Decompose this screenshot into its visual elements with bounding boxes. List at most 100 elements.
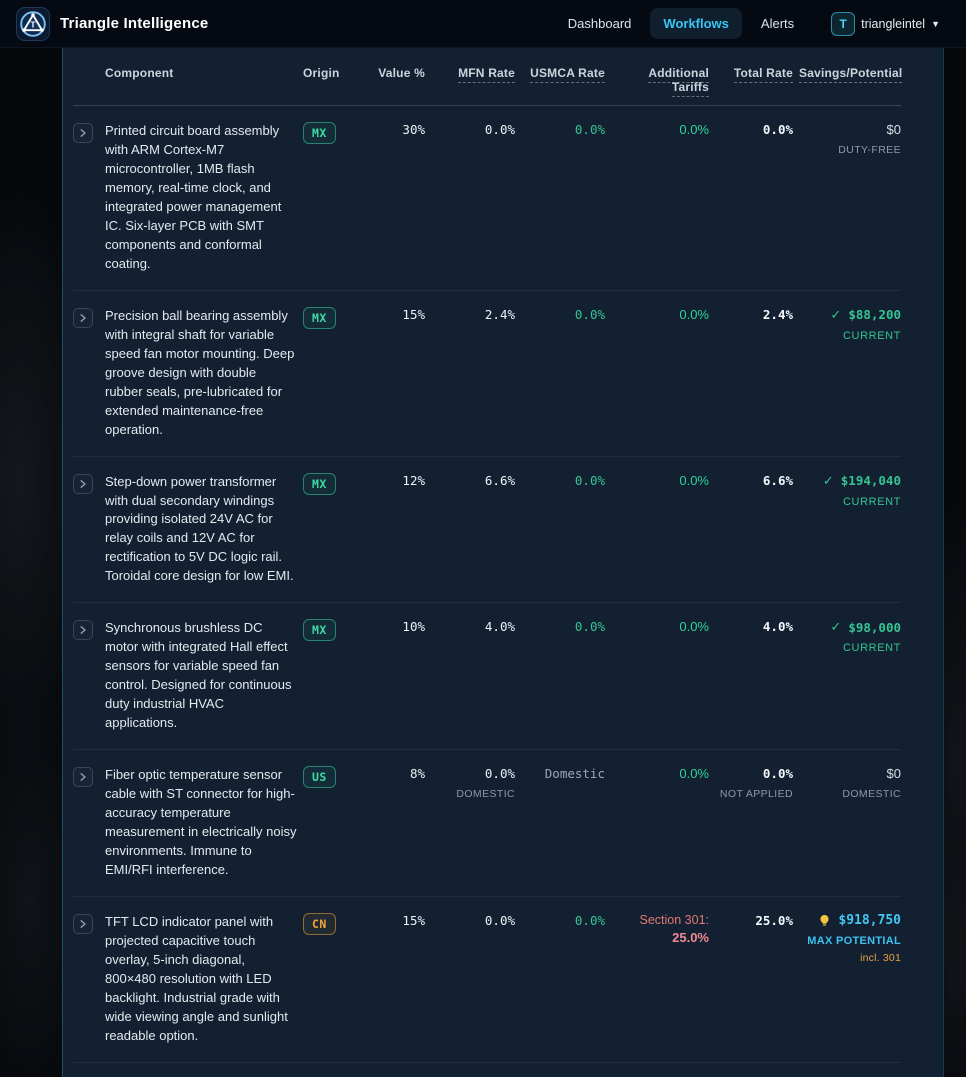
expand-row-button[interactable] — [73, 620, 93, 641]
savings-amount: $0 — [886, 122, 901, 137]
savings-amount: $918,750 — [838, 912, 901, 928]
nav-links: Dashboard Workflows Alerts T triangleint… — [555, 8, 940, 39]
header-usmca-rate[interactable]: USMCA Rate — [521, 66, 605, 94]
table-row: Step-down power transformer with dual se… — [73, 457, 901, 604]
origin-badge: US — [303, 766, 336, 789]
component-description: Synchronous brushless DC motor with inte… — [105, 620, 292, 731]
additional-tariffs: 0.0% — [679, 472, 709, 488]
total-rate: 0.0% — [762, 122, 793, 137]
header-mfn-rate[interactable]: MFN Rate — [431, 66, 515, 94]
header-expand-spacer — [73, 66, 99, 94]
mfn-rate: 2.4% — [484, 306, 515, 322]
savings-amount: $0 — [886, 766, 901, 782]
header-additional-tariffs[interactable]: Additional Tariffs — [611, 66, 709, 97]
table-row: TFT LCD indicator panel with projected c… — [73, 897, 901, 1063]
additional-tariffs: 0.0% — [679, 619, 709, 635]
component-description: TFT LCD indicator panel with projected c… — [105, 913, 288, 1043]
header-savings-potential[interactable]: Savings/Potential — [799, 66, 903, 94]
additional-tariffs: 0.0% — [679, 766, 709, 782]
savings-cell: ✓ $98,000 CURRENT — [799, 619, 901, 733]
table-header-row: Component Origin Value % MFN Rate USMCA … — [73, 48, 903, 106]
expand-row-button[interactable] — [73, 473, 93, 494]
component-description: Precision ball bearing assembly with int… — [105, 307, 295, 437]
savings-cell: ✓ $88,200 CURRENT — [799, 307, 901, 440]
svg-text:T: T — [30, 19, 36, 29]
header-value-percent: Value % — [378, 66, 425, 80]
savings-status-label: DOMESTIC — [842, 788, 901, 801]
mfn-rate: 0.0% — [484, 912, 515, 928]
mfn-rate: 6.6% — [484, 472, 515, 488]
expand-row-button[interactable] — [73, 767, 93, 788]
savings-amount: $194,040 — [840, 473, 901, 489]
value-percent: 8% — [409, 766, 425, 782]
expand-row-button[interactable] — [73, 913, 93, 934]
savings-cell: $918,750 MAX POTENTIAL incl. 301 — [799, 913, 901, 1046]
usmca-rate: 0.0% — [574, 619, 605, 635]
additional-tariffs: 0.0% — [679, 306, 709, 322]
savings-amount: $98,000 — [848, 619, 901, 635]
value-percent: 15% — [402, 306, 425, 322]
savings-status-label: DUTY-FREE — [838, 144, 901, 156]
triangle-intelligence-logo-icon: T — [16, 6, 50, 41]
component-description: Printed circuit board assembly with ARM … — [105, 123, 282, 271]
additional-tariffs: Section 301: 25.0% — [611, 913, 710, 1046]
table-row: Printed circuit board assembly with ARM … — [73, 106, 901, 291]
header-total-rate[interactable]: Total Rate — [715, 66, 793, 94]
user-menu[interactable]: T triangleintel ▼ — [831, 11, 940, 36]
expand-row-button[interactable] — [73, 123, 93, 143]
origin-badge: MX — [303, 619, 336, 642]
value-percent: 30% — [402, 122, 425, 137]
table-row: Stainless steel mounting bracket assembl… — [73, 1063, 901, 1077]
savings-cell: $0 DOMESTIC — [799, 766, 901, 880]
savings-status-label: CURRENT — [843, 642, 901, 655]
value-percent: 12% — [402, 472, 425, 488]
savings-status-label: CURRENT — [843, 495, 901, 508]
savings-cell: ✓ $194,040 CURRENT — [799, 473, 901, 587]
mfn-rate: 4.0% — [484, 619, 515, 635]
total-rate: 0.0% — [762, 766, 793, 782]
table-row: Precision ball bearing assembly with int… — [73, 291, 901, 457]
nav-link-workflows[interactable]: Workflows — [650, 8, 742, 39]
usmca-rate: 0.0% — [574, 912, 605, 928]
brand: T Triangle Intelligence — [16, 6, 209, 41]
component-description: Fiber optic temperature sensor cable wit… — [105, 767, 297, 877]
table-row: Synchronous brushless DC motor with inte… — [73, 603, 901, 751]
mfn-rate: 0.0% — [484, 766, 515, 782]
total-rate: 25.0% — [755, 912, 793, 928]
value-percent: 10% — [402, 619, 425, 635]
nav-link-alerts[interactable]: Alerts — [760, 16, 795, 31]
origin-badge: MX — [303, 306, 336, 329]
nav-link-dashboard[interactable]: Dashboard — [567, 16, 632, 31]
brand-title: Triangle Intelligence — [60, 15, 209, 32]
user-name: triangleintel — [861, 16, 926, 31]
chevron-down-icon: ▼ — [931, 18, 940, 29]
savings-status-label: CURRENT — [843, 329, 901, 342]
additional-tariffs: 0.0% — [679, 122, 709, 137]
savings-cell: $0 DUTY-FREE — [799, 122, 901, 274]
value-percent: 15% — [402, 912, 425, 928]
total-rate: 4.0% — [762, 619, 793, 635]
total-rate: 6.6% — [762, 472, 793, 488]
usmca-rate: 0.0% — [574, 472, 605, 488]
savings-note: incl. 301 — [860, 951, 901, 964]
savings-status-label: MAX POTENTIAL — [807, 934, 901, 947]
user-avatar: T — [831, 11, 856, 36]
mfn-sub-label: DOMESTIC — [456, 788, 515, 801]
lightbulb-icon — [818, 914, 831, 927]
checkmark-icon: ✓ — [822, 472, 834, 488]
workflow-results-panel: Component Origin Value % MFN Rate USMCA … — [62, 48, 944, 1077]
total-rate: 2.4% — [762, 306, 793, 322]
usmca-rate: 0.0% — [574, 122, 605, 137]
total-sub-label: NOT APPLIED — [719, 788, 793, 801]
usmca-rate: 0.0% — [574, 306, 605, 322]
usmca-rate: Domestic — [544, 766, 605, 782]
savings-amount: $88,200 — [848, 307, 901, 323]
header-component: Component — [105, 66, 174, 80]
mfn-cell: 0.0% DOMESTIC — [431, 766, 515, 880]
mfn-rate: 0.0% — [484, 122, 515, 137]
total-cell: 0.0% NOT APPLIED — [715, 766, 793, 880]
tariff-section-value: 25.0% — [672, 929, 709, 945]
origin-badge: CN — [303, 912, 336, 935]
origin-badge: MX — [303, 472, 336, 495]
expand-row-button[interactable] — [73, 307, 93, 328]
